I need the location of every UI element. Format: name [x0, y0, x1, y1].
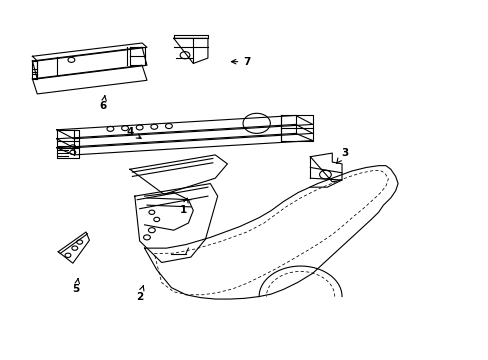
- Text: 2: 2: [136, 286, 143, 302]
- Text: 6: 6: [99, 96, 106, 112]
- Text: 5: 5: [73, 279, 80, 294]
- Text: 1: 1: [180, 198, 188, 216]
- Text: 3: 3: [336, 148, 347, 163]
- Text: 7: 7: [231, 57, 250, 67]
- Text: 4: 4: [126, 127, 141, 139]
